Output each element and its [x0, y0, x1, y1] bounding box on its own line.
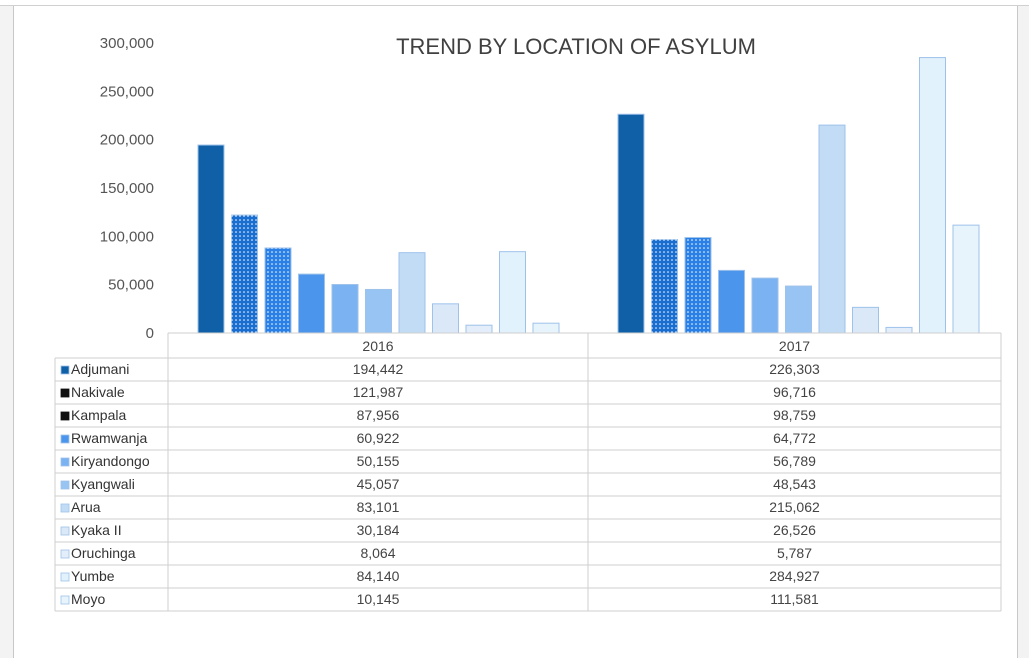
bar: [785, 285, 812, 334]
legend-key: [60, 572, 70, 582]
data-value-label: 5,787: [777, 545, 812, 561]
data-value-label: 226,303: [769, 361, 820, 377]
data-value-label: 48,543: [773, 476, 816, 492]
bar-pattern: [651, 239, 678, 333]
y-tick-label: 150,000: [100, 180, 154, 197]
data-value-label: 64,772: [773, 430, 816, 446]
data-value-label: 50,155: [357, 453, 400, 469]
x-category-label: 2016: [362, 338, 393, 354]
bar: [751, 277, 779, 334]
data-value-label: 45,057: [357, 476, 400, 492]
bar-chart: TREND BY LOCATION OF ASYLUM 0 50,000 100,0…: [54, 34, 1002, 612]
bar-pattern: [685, 237, 711, 333]
series-name-label: Oruchinga: [71, 545, 136, 561]
series-name-label: Kyaka II: [71, 522, 122, 538]
legend-key: [60, 503, 70, 513]
data-value-label: 26,526: [773, 522, 816, 538]
series-name-label: Kiryandongo: [71, 453, 150, 469]
bar: [499, 251, 526, 334]
data-value-label: 84,140: [357, 568, 400, 584]
bar: [432, 303, 459, 334]
series-name-label: Arua: [71, 499, 101, 515]
legend-key: [60, 457, 70, 467]
bar: [818, 124, 846, 334]
legend-key: [60, 526, 70, 536]
legend-key: [60, 388, 70, 398]
legend-key: [60, 411, 70, 421]
series-name-label: Kyangwali: [71, 476, 135, 492]
data-value-label: 96,716: [773, 384, 816, 400]
bar: [885, 326, 913, 334]
x-category-label: 2017: [779, 338, 810, 354]
bar-pattern: [265, 247, 291, 333]
series-name-label: Moyo: [71, 591, 105, 607]
bar: [298, 273, 325, 334]
legend-key: [60, 434, 70, 444]
bar: [331, 284, 359, 334]
bar: [718, 269, 745, 334]
legend-key: [60, 549, 70, 559]
y-tick-label: 250,000: [100, 83, 154, 100]
data-value-label: 83,101: [357, 499, 400, 515]
bar: [197, 144, 225, 334]
bar-pattern: [231, 215, 258, 333]
bar: [852, 306, 879, 334]
legend-key: [60, 365, 70, 375]
bar: [398, 252, 426, 334]
data-value-label: 8,064: [360, 545, 395, 561]
chart-frame: TREND BY LOCATION OF ASYLUM 0 50,000 100,0…: [13, 6, 1018, 658]
bars: [197, 57, 980, 334]
data-value-label: 111,581: [770, 591, 819, 607]
bar: [465, 324, 493, 334]
data-value-label: 98,759: [773, 407, 816, 423]
series-name-label: Kampala: [71, 407, 126, 423]
data-value-label: 284,927: [769, 568, 820, 584]
data-value-label: 30,184: [357, 522, 400, 538]
series-name-label: Rwamwanja: [71, 430, 147, 446]
y-tick-label: 100,000: [100, 228, 154, 245]
bar: [952, 224, 980, 334]
window-top-strip: [0, 0, 1029, 6]
series-name-label: Yumbe: [71, 568, 115, 584]
data-value-label: 215,062: [769, 499, 820, 515]
chart-title: TREND BY LOCATION OF ASYLUM: [396, 34, 756, 59]
y-axis: 0 50,000 100,000 150,000 200,000 250,000 300,0…: [100, 35, 154, 342]
series-name-label: Nakivale: [71, 384, 125, 400]
data-value-label: 56,789: [773, 453, 816, 469]
y-tick-label: 0: [146, 325, 154, 342]
data-value-label: 60,922: [357, 430, 400, 446]
data-value-label: 194,442: [353, 361, 404, 377]
bar: [365, 288, 392, 334]
series-name-label: Adjumani: [71, 361, 129, 377]
data-value-label: 121,987: [353, 384, 404, 400]
bar: [617, 113, 645, 334]
y-tick-label: 300,000: [100, 35, 154, 52]
legend-key: [60, 480, 70, 490]
data-value-label: 87,956: [357, 407, 400, 423]
legend-key: [60, 595, 70, 605]
data-table: 2016 2017 Adjumani 194,442 226,303 Nakivale 12…: [54, 332, 1002, 612]
bar: [919, 57, 946, 334]
y-tick-label: 50,000: [108, 277, 154, 294]
data-value-label: 10,145: [357, 591, 400, 607]
bar: [532, 322, 560, 334]
y-tick-label: 200,000: [100, 132, 154, 149]
